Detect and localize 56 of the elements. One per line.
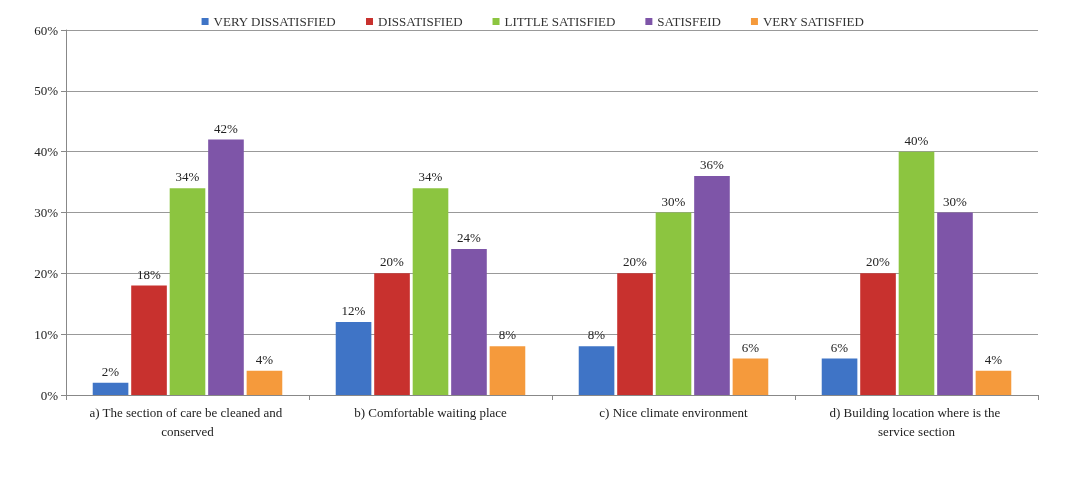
data-label: 42%	[214, 120, 239, 136]
legend-label: SATISFEID	[657, 14, 721, 29]
y-tick-label: 50%	[34, 83, 59, 99]
bar	[335, 322, 372, 395]
x-tick-label: a) The section of care be cleaned and conserved	[89, 405, 286, 439]
bar	[208, 139, 244, 395]
bar	[655, 212, 692, 395]
data-label: 4%	[984, 351, 1003, 367]
data-label: 6%	[741, 339, 760, 355]
data-label: 8%	[587, 327, 606, 343]
data-label: 18%	[137, 266, 162, 282]
y-tick-label: 20%	[34, 265, 59, 281]
bar	[578, 346, 615, 395]
legend-label: VERY DISSATISFIED	[213, 14, 336, 29]
data-label: 34%	[175, 169, 200, 185]
y-tick-label: 30%	[34, 205, 59, 220]
bar	[131, 285, 167, 395]
data-label: 30%	[661, 193, 686, 209]
bar	[451, 249, 487, 395]
x-tick-label: c) Nice climate environment	[599, 405, 749, 420]
data-label: 6%	[830, 339, 849, 355]
bar	[246, 370, 283, 395]
legend-label: LITTLE SATISFIED	[504, 14, 616, 29]
data-label: 34%	[418, 169, 443, 185]
data-label: 2%	[101, 363, 120, 379]
bar	[489, 346, 526, 395]
data-label: 20%	[623, 254, 648, 270]
bar	[92, 382, 129, 395]
data-label: 8%	[498, 327, 517, 343]
y-tick-label: 10%	[34, 326, 59, 342]
bar	[694, 176, 730, 395]
data-label: 20%	[380, 254, 405, 270]
data-label: 24%	[457, 230, 482, 245]
y-tick-label: 60%	[34, 22, 59, 38]
bar	[169, 188, 206, 395]
data-label: 4%	[255, 351, 274, 367]
bar	[412, 188, 449, 395]
data-label: 40%	[904, 132, 929, 148]
data-label: 36%	[700, 157, 725, 172]
legend-label: VERY SATISFIED	[762, 14, 864, 29]
data-label: 20%	[866, 254, 891, 270]
y-tick-label: 0%	[40, 387, 59, 403]
bar	[617, 273, 653, 395]
bar	[898, 151, 935, 395]
bar	[732, 358, 769, 395]
data-label: 30%	[943, 193, 968, 209]
bar	[374, 273, 410, 395]
bar	[821, 358, 858, 395]
x-tick-label: b) Comfortable waiting place	[354, 405, 508, 420]
bar	[860, 273, 896, 395]
bar	[937, 212, 973, 395]
data-label: 12%	[341, 303, 366, 318]
y-tick-label: 40%	[34, 144, 59, 160]
x-tick-label: d) Building location where is the service section	[829, 405, 1004, 439]
legend-label: DISSATISFIED	[378, 14, 463, 29]
bar	[975, 370, 1012, 395]
